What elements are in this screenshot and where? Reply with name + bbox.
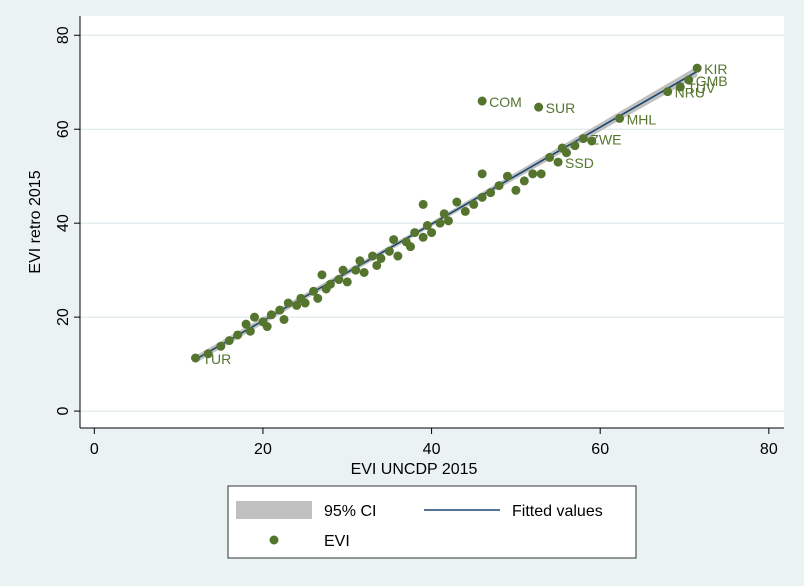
- point: [325, 279, 335, 289]
- point: [359, 268, 369, 278]
- point: [368, 251, 378, 261]
- point: [338, 265, 348, 275]
- legend-swatch: [236, 501, 312, 519]
- point: [376, 253, 386, 263]
- y-tick-label: 60: [55, 120, 72, 138]
- point: [384, 246, 394, 256]
- point: [587, 136, 597, 146]
- point: [675, 82, 685, 92]
- point: [317, 270, 327, 280]
- plot: 0 20 40 60 80 0 20 40 60 80 TUR SSD ZWE COM SUR MHL NRUT…: [55, 16, 784, 458]
- point: [334, 275, 344, 285]
- y-tick-label: 40: [55, 214, 72, 232]
- point: [427, 228, 437, 238]
- point: [203, 349, 213, 359]
- point: [545, 152, 555, 162]
- point: [355, 256, 365, 266]
- x-tick-label: 80: [760, 441, 778, 458]
- point: [393, 251, 403, 261]
- point: [216, 341, 226, 351]
- point: [300, 298, 310, 308]
- legend-swatch: [269, 535, 279, 545]
- point: [283, 298, 293, 308]
- point: [477, 96, 487, 106]
- point: [250, 312, 260, 322]
- point: [578, 134, 588, 144]
- point: [342, 277, 352, 287]
- legend-label: 95% CI: [324, 503, 376, 520]
- y-tick-label: 80: [55, 26, 72, 44]
- x-tick-label: 20: [254, 441, 272, 458]
- point: [435, 218, 445, 228]
- point: [692, 63, 702, 73]
- x-tick-label: 0: [90, 441, 99, 458]
- point-label: TUR: [203, 351, 232, 367]
- point: [460, 206, 470, 216]
- point-label: SSD: [565, 155, 594, 171]
- point: [561, 148, 571, 158]
- point: [224, 336, 234, 346]
- legend-items: 95% CI Fitted values EVI: [236, 501, 603, 550]
- point: [292, 300, 302, 310]
- point-label: GMB: [696, 73, 728, 89]
- point-label: SUR: [546, 100, 576, 116]
- point: [406, 242, 416, 252]
- point: [443, 216, 453, 226]
- point-label: KIR: [704, 61, 727, 77]
- point: [245, 326, 255, 336]
- point: [477, 192, 487, 202]
- point: [266, 310, 276, 320]
- point: [313, 293, 323, 303]
- point: [615, 113, 625, 123]
- y-axis-title: EVI retro 2015: [27, 170, 44, 273]
- point: [534, 102, 544, 112]
- x-tick-label: 60: [591, 441, 609, 458]
- point: [528, 169, 538, 179]
- point: [439, 209, 449, 219]
- x-tick-label: 40: [423, 441, 441, 458]
- point: [663, 87, 673, 97]
- point: [279, 314, 289, 324]
- point: [511, 185, 521, 195]
- legend-label: EVI: [324, 533, 350, 550]
- point: [191, 353, 201, 363]
- point-label: COM: [489, 94, 522, 110]
- point: [241, 319, 251, 329]
- point: [418, 232, 428, 242]
- point: [536, 169, 546, 179]
- point: [684, 75, 694, 85]
- point: [502, 171, 512, 181]
- point: [389, 235, 399, 245]
- point: [494, 181, 504, 191]
- x-axis-title: EVI UNCDP 2015: [351, 461, 478, 478]
- legend: [227, 485, 637, 559]
- point-label: TUV: [687, 80, 716, 96]
- point: [469, 199, 479, 209]
- legend-label: Fitted values: [512, 503, 603, 520]
- point: [452, 197, 462, 207]
- point: [418, 199, 428, 209]
- point: [519, 176, 529, 186]
- point-label: MHL: [627, 111, 657, 127]
- point-label: ZWE: [590, 132, 621, 148]
- point: [372, 260, 382, 270]
- point: [262, 322, 272, 332]
- point: [309, 286, 319, 296]
- y-tick-label: 0: [55, 407, 72, 416]
- y-tick-label: 20: [55, 308, 72, 326]
- point: [486, 188, 496, 198]
- point: [553, 157, 563, 167]
- point-label: NRU: [675, 85, 705, 101]
- point: [410, 228, 420, 238]
- point: [477, 169, 487, 179]
- point: [351, 265, 361, 275]
- point: [233, 330, 243, 340]
- point: [422, 221, 432, 231]
- point: [570, 141, 580, 151]
- point: [275, 305, 285, 315]
